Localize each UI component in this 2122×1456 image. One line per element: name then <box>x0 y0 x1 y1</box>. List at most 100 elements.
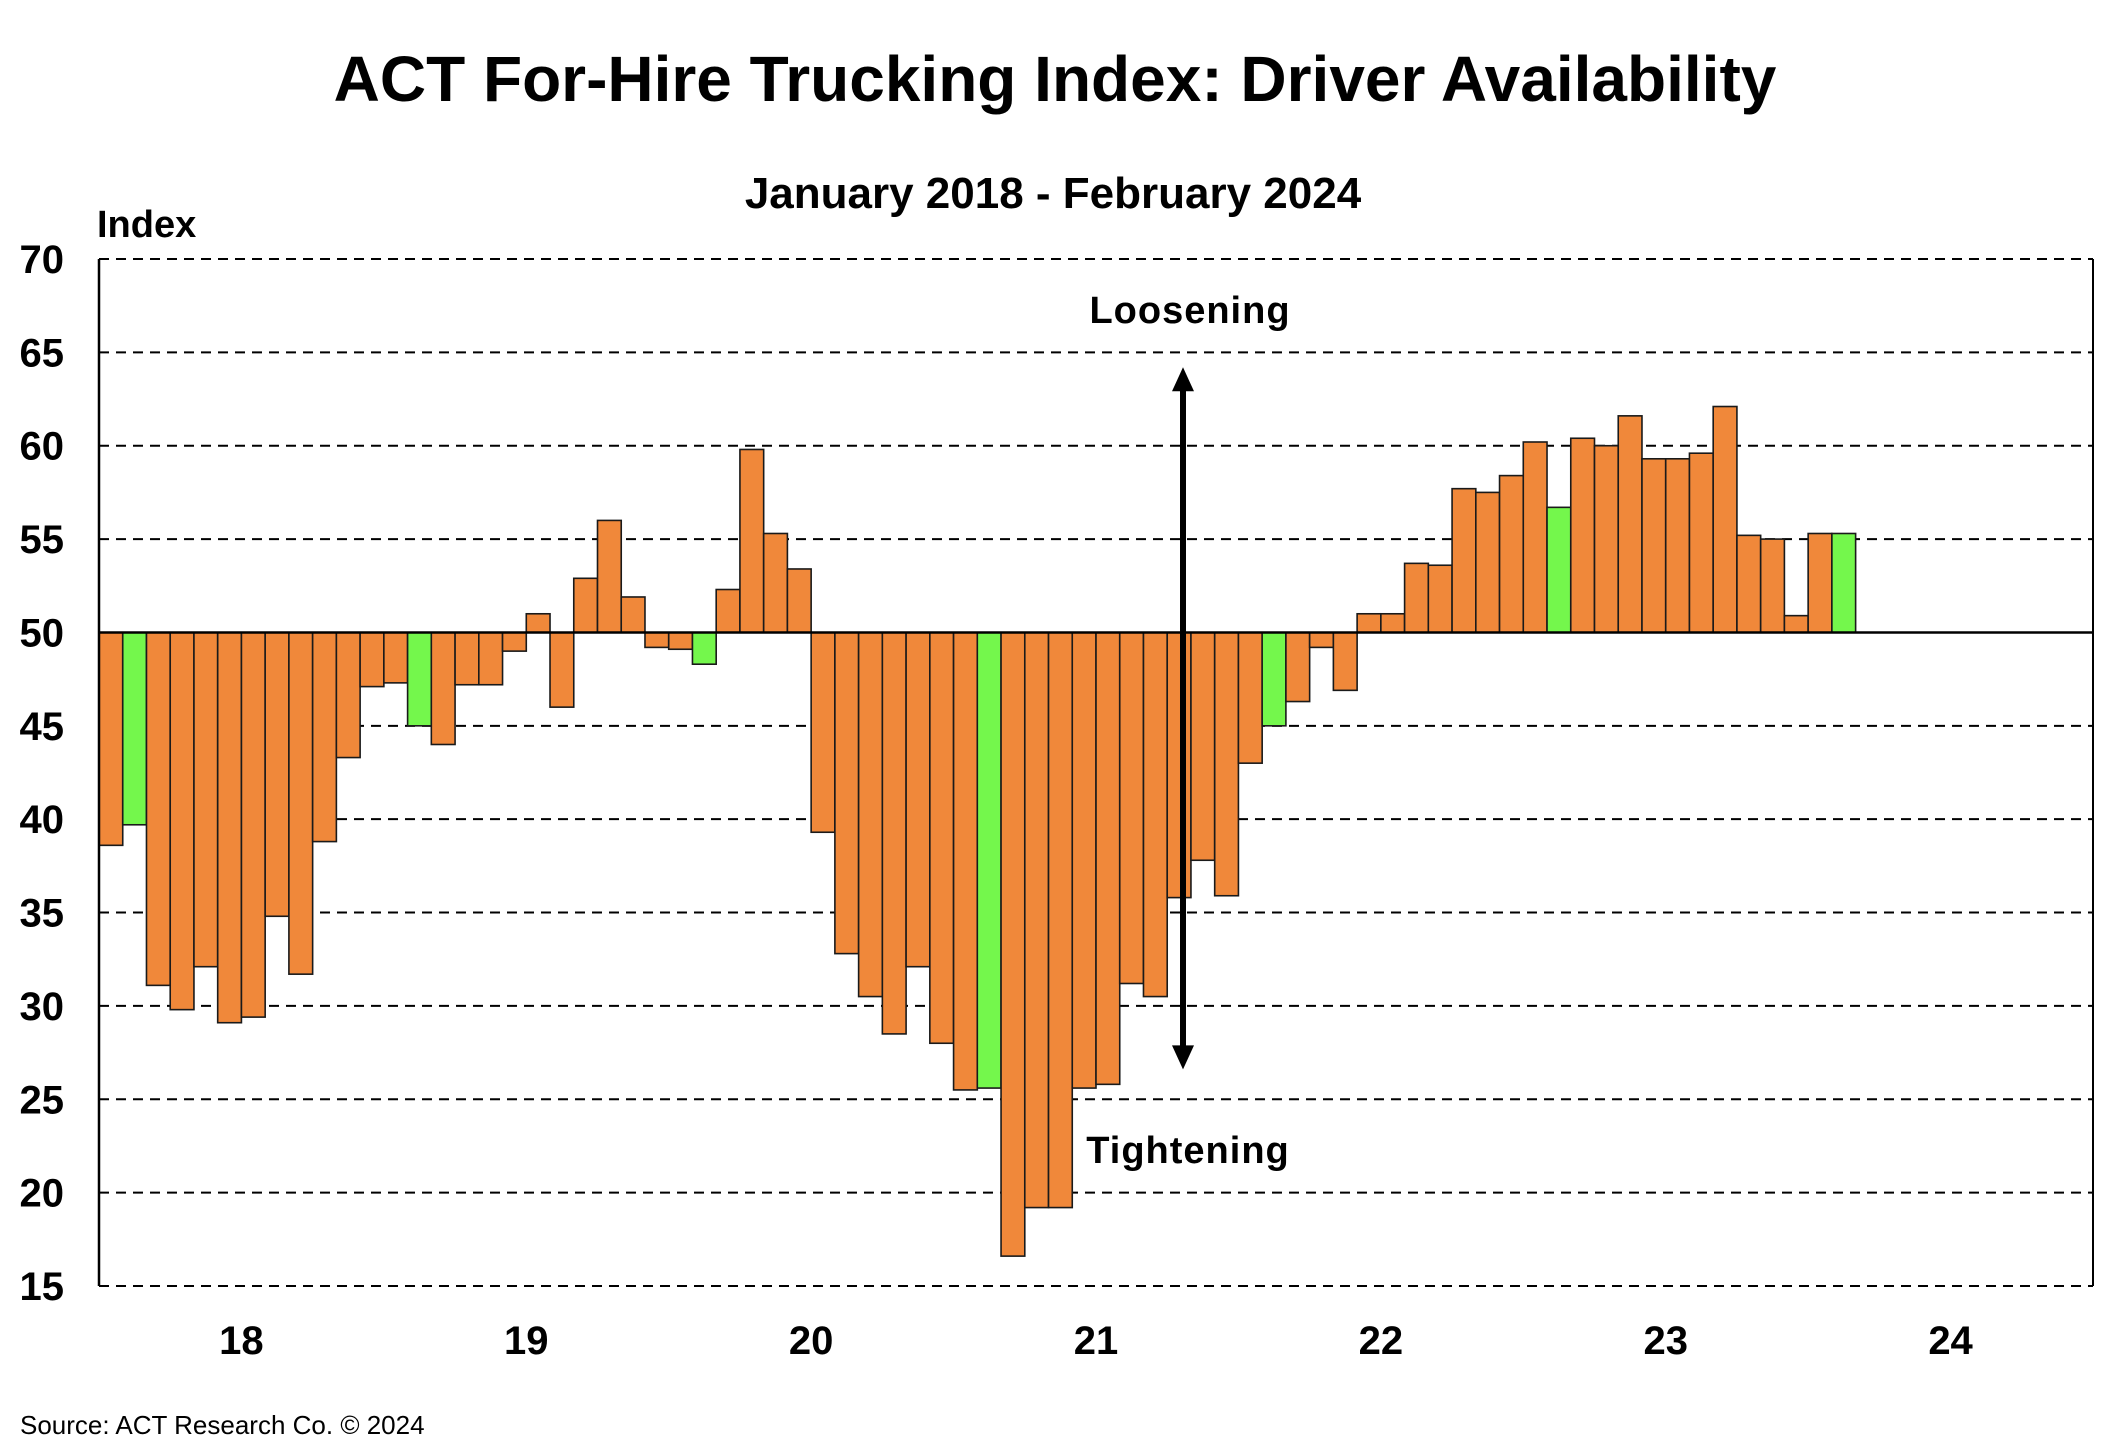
y-tick-label: 60 <box>20 425 65 469</box>
bar <box>905 631 931 968</box>
bar <box>1569 437 1596 634</box>
bar <box>1617 415 1643 634</box>
bar <box>1451 487 1477 634</box>
bar <box>193 631 219 968</box>
x-tick-label: 22 <box>1359 1319 1404 1363</box>
annotation-tightening: Tightening <box>1086 1130 1290 1172</box>
bar <box>1736 534 1762 634</box>
bar <box>430 631 456 746</box>
y-tick-label: 30 <box>20 985 65 1029</box>
bar <box>572 577 599 634</box>
y-axis-label: Index <box>97 204 196 246</box>
bar <box>525 612 551 634</box>
bar <box>620 596 646 634</box>
annotation-loosening: Loosening <box>1089 290 1290 332</box>
bar <box>644 631 670 649</box>
bar <box>240 631 266 1018</box>
bar <box>1403 562 1430 634</box>
bar <box>810 631 836 834</box>
bar <box>1000 631 1026 1257</box>
bar <box>359 631 385 688</box>
bar <box>715 588 741 634</box>
bar <box>1023 631 1050 1209</box>
bar <box>929 631 955 1045</box>
x-tick-label: 19 <box>504 1319 549 1363</box>
bar <box>311 631 338 843</box>
bar <box>1688 452 1714 634</box>
y-tick-label: 35 <box>20 892 65 936</box>
bar <box>762 532 789 634</box>
bar <box>1498 474 1525 634</box>
bar <box>454 631 480 686</box>
bar <box>786 568 812 634</box>
y-tick-label: 50 <box>20 611 65 655</box>
x-tick-labels: 18 19 20 21 22 23 24 <box>219 1319 1973 1363</box>
bar <box>288 631 314 975</box>
y-tick-label: 45 <box>20 705 65 749</box>
bar <box>1071 631 1097 1089</box>
bar <box>216 631 243 1024</box>
y-tick-label: 40 <box>20 798 65 842</box>
bar <box>976 631 1002 1089</box>
axes <box>97 259 2094 1286</box>
bar <box>857 631 884 998</box>
bar <box>501 631 528 652</box>
bar <box>1237 631 1263 764</box>
annotations: Loosening Tightening <box>1086 290 1290 1172</box>
x-tick-label: 20 <box>789 1319 834 1363</box>
bar <box>478 631 504 686</box>
bar <box>691 631 717 665</box>
bar <box>1308 631 1335 649</box>
x-tick-label: 18 <box>219 1319 264 1363</box>
bar <box>1356 612 1382 634</box>
bar <box>1095 631 1121 1086</box>
bar <box>952 631 979 1091</box>
y-tick-label: 65 <box>20 331 65 375</box>
y-tick-label: 55 <box>20 518 65 562</box>
bar <box>1047 631 1074 1209</box>
bar <box>1475 491 1501 634</box>
bar <box>1118 631 1145 985</box>
chart-subtitle: January 2018 - February 2024 <box>745 169 1362 218</box>
y-tick-label: 25 <box>20 1078 65 1122</box>
bar <box>596 519 623 634</box>
bar <box>169 631 195 1011</box>
source-note: Source: ACT Research Co. © 2024 <box>20 1410 425 1440</box>
y-tick-labels: 15 20 25 30 35 40 45 50 55 60 65 70 <box>20 238 65 1309</box>
bar <box>1190 631 1216 862</box>
bar <box>121 631 148 826</box>
x-tick-label: 24 <box>1928 1319 1973 1363</box>
bar <box>98 631 124 847</box>
y-tick-label: 20 <box>20 1172 65 1216</box>
bar <box>1522 441 1548 634</box>
bar <box>383 631 409 684</box>
y-tick-label: 70 <box>20 238 65 282</box>
bar <box>145 631 172 987</box>
bar <box>1285 631 1311 703</box>
bar <box>1712 405 1738 634</box>
bar <box>549 631 575 708</box>
bar <box>1783 614 1809 634</box>
bar <box>1664 457 1691 634</box>
bar <box>1546 506 1572 634</box>
x-tick-label: 23 <box>1643 1319 1688 1363</box>
bar <box>881 631 907 1035</box>
bar <box>667 631 694 651</box>
bar <box>1261 631 1287 727</box>
bar <box>1427 564 1453 634</box>
x-tick-label: 21 <box>1074 1319 1119 1363</box>
bar <box>1807 532 1833 634</box>
bar <box>1593 444 1620 634</box>
bar <box>739 448 765 634</box>
bar <box>264 631 290 918</box>
bar <box>1380 612 1406 634</box>
chart-title: ACT For-Hire Trucking Index: Driver Avai… <box>334 43 1777 115</box>
y-tick-label: 15 <box>20 1265 65 1309</box>
bar <box>1332 631 1358 692</box>
bar <box>1831 532 1857 634</box>
bar <box>406 631 433 727</box>
bar <box>1641 457 1667 634</box>
bar <box>834 631 860 955</box>
bars <box>98 405 1857 1257</box>
